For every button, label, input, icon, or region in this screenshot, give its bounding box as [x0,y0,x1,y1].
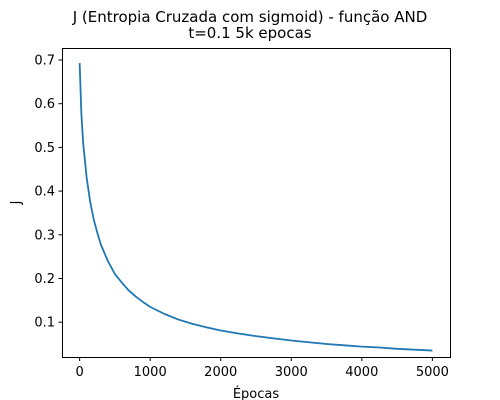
y-axis-ticks: 0.1 0.2 0.3 0.4 0.5 0.6 0.7 [34,54,63,331]
series-lines [78,63,433,352]
chart-subtitle: t=0.1 5k epocas [188,24,312,42]
plot-frame [62,48,451,358]
y-tick-label: 0.4 [34,185,55,200]
y-tick-label: 0.2 [34,272,55,287]
chart-title: J (Entropia Cruzada com sigmoid) - funçã… [72,8,428,26]
x-tick-label: 0 [75,365,83,380]
x-tick-label: 3000 [275,365,308,380]
y-tick-label: 0.3 [34,228,55,243]
y-tick-label: 0.5 [34,141,55,156]
x-tick-label: 1000 [134,365,167,380]
x-tick-label: 4000 [345,365,378,380]
x-axis-ticks: 0 1000 2000 3000 4000 5000 [75,357,449,380]
x-tick-label: 2000 [204,365,237,380]
y-tick-label: 0.1 [34,316,55,331]
y-axis-label: J [9,201,24,206]
x-axis-label: Épocas [233,386,280,400]
series-line-0 [78,63,433,352]
x-tick-label: 5000 [416,365,449,380]
y-tick-label: 0.7 [34,54,55,69]
y-tick-label: 0.6 [34,97,55,112]
